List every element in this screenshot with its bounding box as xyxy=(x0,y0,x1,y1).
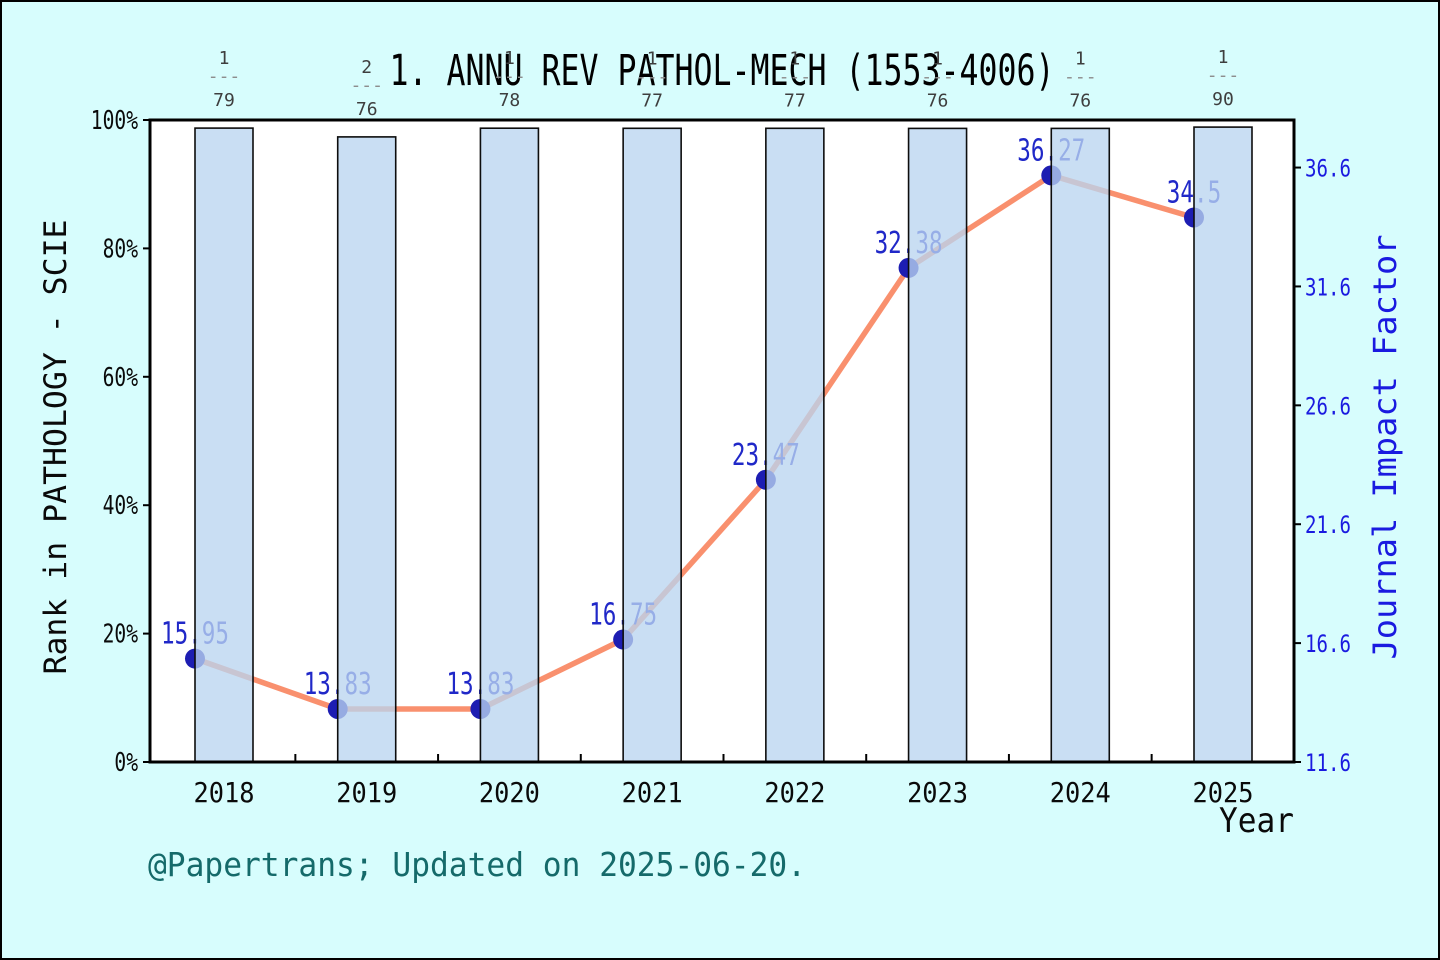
rank-percentile-bar xyxy=(765,127,825,763)
fraction-bar: --- xyxy=(1207,65,1240,86)
fraction-numerator: 2 xyxy=(361,57,372,78)
rank-percentile-bar xyxy=(622,127,682,763)
left-axis-tick-label: 40% xyxy=(103,491,139,521)
fraction-numerator: 1 xyxy=(789,48,800,69)
year-tick-label: 2018 xyxy=(194,776,255,809)
fraction-denominator: 77 xyxy=(784,90,806,111)
rank-percentile-bar xyxy=(1050,127,1111,763)
year-tick-label: 2025 xyxy=(1192,776,1253,809)
rank-percentile-bar xyxy=(194,127,254,763)
year-tick-label: 2024 xyxy=(1050,776,1111,809)
fraction-denominator: 79 xyxy=(213,90,235,111)
fraction-numerator: 1 xyxy=(647,48,658,69)
year-tick-label: 2021 xyxy=(622,776,683,809)
fraction-denominator: 76 xyxy=(1069,90,1091,111)
axis-tick-labels: 0% 20% 40% 60% 80% 100% 11.6 16.6 21.6 26.6 31.6 36… xyxy=(91,106,1351,809)
left-axis-tick-label: 60% xyxy=(103,363,139,393)
rank-percentile-bar xyxy=(1193,126,1253,763)
year-tick-label: 2020 xyxy=(479,776,540,809)
fraction-denominator: 77 xyxy=(641,90,663,111)
year-tick-label: 2019 xyxy=(336,776,397,809)
left-axis-tick-label: 20% xyxy=(103,620,139,650)
chart-title: 1. ANNU REV PATHOL-MECH (1553-4006) xyxy=(390,46,1055,96)
year-tick-label: 2023 xyxy=(907,776,968,809)
fraction-bar: --- xyxy=(208,66,241,87)
left-axis-tick-label: 0% xyxy=(114,748,138,778)
left-axis-tick-label: 100% xyxy=(91,106,138,136)
right-axis-tick-label: 11.6 xyxy=(1305,749,1351,777)
right-axis-tick-label: 16.6 xyxy=(1305,630,1351,658)
right-axis-tick-label: 21.6 xyxy=(1305,511,1351,539)
rank-fraction-annotations: 1---792---761---781---771---771---761---… xyxy=(208,47,1240,120)
rank-percentile-bar xyxy=(336,136,397,763)
rank-percentile-bar xyxy=(907,127,968,763)
right-axis-tick-label: 26.6 xyxy=(1305,392,1351,420)
right-axis-tick-label: 31.6 xyxy=(1305,273,1351,301)
fraction-numerator: 1 xyxy=(932,48,943,69)
plot-frame xyxy=(148,118,1296,764)
x-axis-title: Year xyxy=(1219,801,1294,841)
right-axis-tick-label: 36.6 xyxy=(1305,155,1351,183)
fraction-denominator: 78 xyxy=(499,90,521,111)
left-axis-title: Rank in PATHOLOGY - SCIE xyxy=(38,220,74,675)
rank-percentile-bars xyxy=(194,126,1253,763)
footer-note: @Papertrans; Updated on 2025-06-20. xyxy=(148,845,806,884)
fraction-bar: --- xyxy=(350,75,383,96)
plot-area xyxy=(150,120,1294,762)
fraction-bar: --- xyxy=(493,66,526,87)
fraction-bar: --- xyxy=(921,66,954,87)
year-tick-label: 2022 xyxy=(764,776,825,809)
right-axis-title: Journal Impact Factor xyxy=(1366,235,1404,660)
fraction-bar: --- xyxy=(1064,66,1097,87)
fraction-denominator: 76 xyxy=(927,90,949,111)
rank-percentile-bar xyxy=(479,127,540,763)
fraction-numerator: 1 xyxy=(219,48,230,69)
left-axis-tick-label: 80% xyxy=(103,234,139,264)
fraction-denominator: 90 xyxy=(1212,89,1234,110)
fraction-numerator: 1 xyxy=(1218,47,1229,68)
fraction-denominator: 76 xyxy=(356,99,378,120)
fraction-bar: --- xyxy=(636,66,669,87)
fraction-numerator: 1 xyxy=(1075,48,1086,69)
fraction-numerator: 1 xyxy=(504,48,515,69)
fraction-bar: --- xyxy=(779,66,812,87)
